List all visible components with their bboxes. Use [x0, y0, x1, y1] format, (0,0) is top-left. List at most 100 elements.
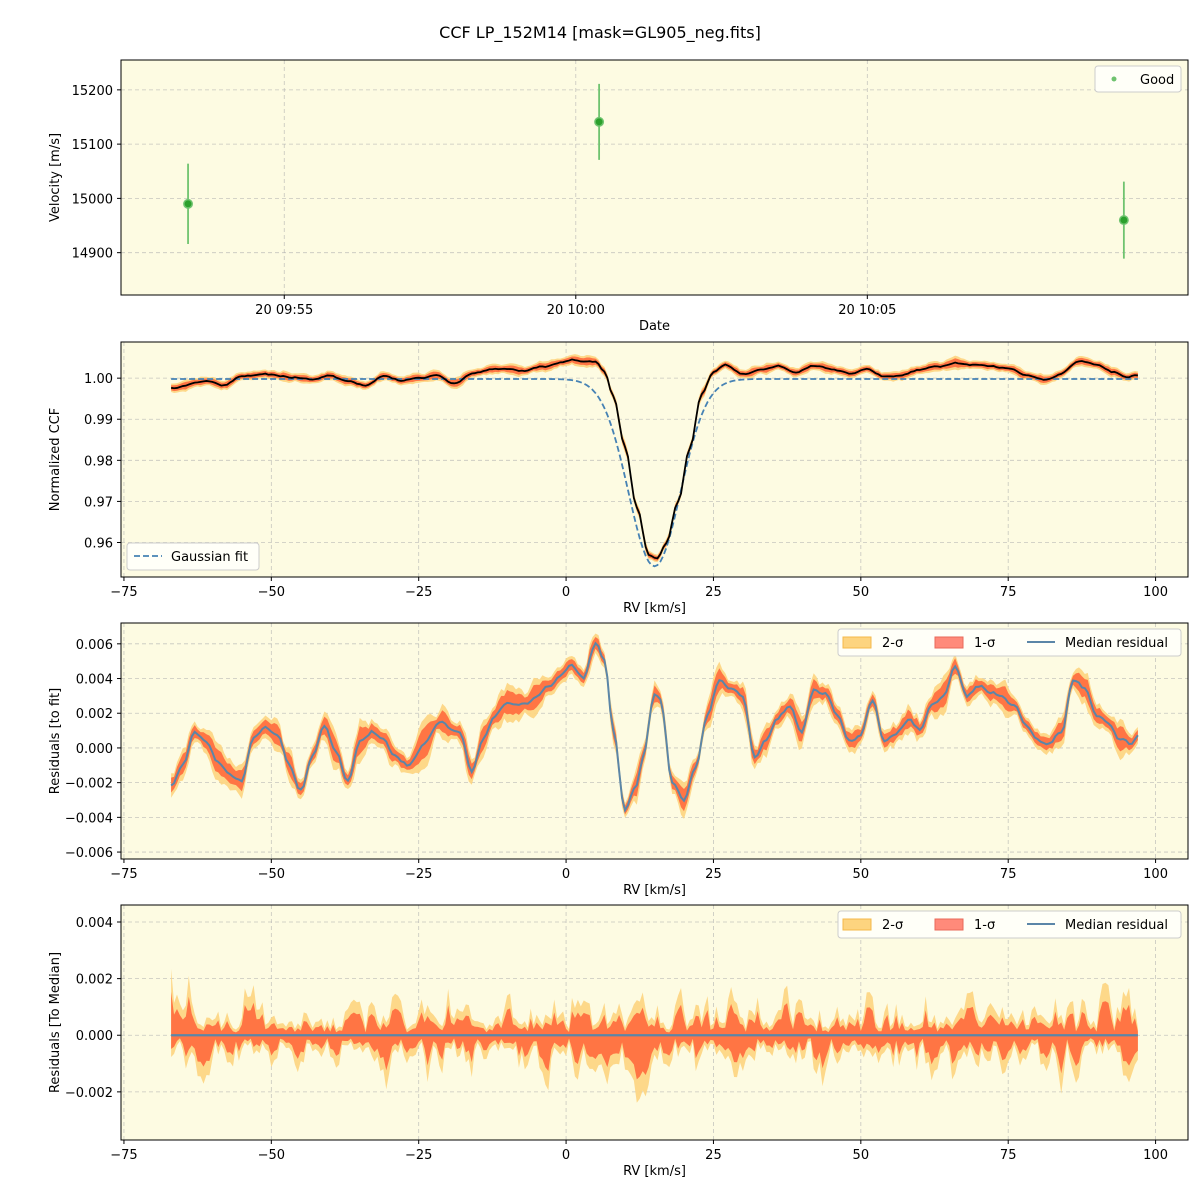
- ccf-xlabel: RV [km/s]: [623, 601, 686, 616]
- panel-ccf: −75 −50 −25 0 25 50 75 100 0.96 0.97 0.98 0.99 1.00 R…: [48, 341, 1189, 616]
- legend-swatch-2sigma: [842, 636, 872, 649]
- residuals_fit-xtick-label: −50: [258, 867, 285, 882]
- legend-label-1sigma: 1-σ: [974, 636, 995, 651]
- residuals_median-ytick-label: 0.004: [76, 916, 113, 931]
- velocity-data-layer: [183, 83, 1129, 259]
- velocity-point: [1118, 215, 1129, 226]
- legend-label-1sigma: 1-σ: [974, 918, 995, 933]
- ccf-xtick-label: −50: [258, 585, 285, 600]
- ccf-frame: [120, 341, 1189, 578]
- residuals_median-xtick-label: 100: [1143, 1148, 1168, 1163]
- residuals_fit-xlabel: RV [km/s]: [623, 883, 686, 898]
- velocity-point: [183, 198, 194, 209]
- velocity-xtick-label: 20 10:05: [838, 303, 896, 318]
- ccf-xtick-label: 100: [1143, 585, 1168, 600]
- legend-box: [1094, 65, 1182, 93]
- legend-swatch-1sigma: [934, 918, 964, 931]
- ccf-ytick-label: 0.99: [84, 413, 113, 428]
- residuals_fit-ytick-label: −0.004: [65, 811, 113, 826]
- ccf-xtick-label: −25: [405, 585, 432, 600]
- velocity-ytick-label: 15200: [72, 84, 113, 99]
- residuals_median-xlabel: RV [km/s]: [623, 1164, 686, 1179]
- residuals_fit-ytick-label: 0.006: [76, 638, 113, 653]
- residuals_median-xtick-label: −25: [405, 1148, 432, 1163]
- figure-title: CCF LP_152M14 [mask=GL905_neg.fits]: [439, 23, 761, 43]
- residuals_fit-xtick-label: 25: [705, 867, 722, 882]
- ccf-ylabel: Normalized CCF: [48, 408, 63, 512]
- velocity-point: [594, 116, 605, 127]
- legend-label-median: Median residual: [1065, 918, 1168, 933]
- ccf-xtick-label: 0: [562, 585, 570, 600]
- velocity-legend: Good: [1094, 65, 1182, 93]
- residuals_fit-ylabel: Residuals [to fit]: [48, 688, 63, 794]
- velocity-xtick-label: 20 10:00: [547, 303, 605, 318]
- ccf-xtick-label: 25: [705, 585, 722, 600]
- residuals_fit-xtick-label: 50: [853, 867, 870, 882]
- residuals_median-ytick-label: 0.000: [76, 1029, 113, 1044]
- residuals_median-data-layer: [171, 968, 1138, 1103]
- legend-label-2sigma: 2-σ: [882, 918, 903, 933]
- residuals_median-xtick-label: −75: [110, 1148, 137, 1163]
- panel-residuals_median: −75 −50 −25 0 25 50 75 100 −0.002 0.000 0.002 0.004…: [48, 904, 1189, 1179]
- panel-residuals_fit: −75 −50 −25 0 25 50 75 100 −0.006 −0.004 −0.002 0.0…: [48, 622, 1189, 898]
- residuals_fit-xtick-label: 100: [1143, 867, 1168, 882]
- velocity-ytick-label: 14900: [72, 247, 113, 262]
- ccf-xtick-label: 50: [853, 585, 870, 600]
- panel-velocity: 20 09:55 20 10:00 20 10:05 14900 15000 15100 1…: [48, 59, 1189, 334]
- ccf-line: [170, 358, 1138, 560]
- residuals_median-xtick-label: 75: [1000, 1148, 1017, 1163]
- ccf-xtick-label: −75: [110, 585, 137, 600]
- residuals_fit-data-layer: [170, 633, 1139, 819]
- ccf-xtick-label: 75: [1000, 585, 1017, 600]
- residuals_fit-ytick-label: 0.000: [76, 742, 113, 757]
- residual-legend: 2-σ 1-σ Median residual: [837, 628, 1182, 657]
- residuals_median-xtick-label: 50: [853, 1148, 870, 1163]
- velocity-ytick-label: 15000: [72, 192, 113, 207]
- resfit-band-2sigma: [171, 633, 1138, 819]
- residuals_fit-xtick-label: 0: [562, 867, 570, 882]
- residuals_median-ylabel: Residuals [To Median]: [48, 952, 63, 1093]
- resmed-frame: [120, 904, 1189, 1141]
- ccf-ytick-label: 0.98: [84, 454, 113, 469]
- legend-label-gauss: Gaussian fit: [171, 550, 248, 565]
- legend-box: [837, 910, 1182, 939]
- legend-label-good: Good: [1140, 73, 1174, 88]
- ccf-ytick-label: 0.96: [84, 536, 113, 551]
- residuals_median-xtick-label: 0: [562, 1148, 570, 1163]
- legend-label-2sigma: 2-σ: [882, 636, 903, 651]
- ccf-ytick-label: 0.97: [84, 495, 113, 510]
- residuals_fit-xtick-label: −75: [110, 867, 137, 882]
- legend-box: [837, 628, 1182, 657]
- resfit-frame: [120, 622, 1189, 860]
- resfit-median-line: [170, 641, 1139, 814]
- velocity-ylabel: Velocity [m/s]: [48, 133, 63, 222]
- ccf-band-1sigma: [171, 356, 1138, 561]
- ccf-ytick-label: 1.00: [84, 372, 113, 387]
- legend-swatch-1sigma: [934, 636, 964, 649]
- velocity-xtick-label: 20 09:55: [255, 303, 313, 318]
- velocity-plot-area: [121, 60, 1188, 295]
- residuals_median-ytick-label: −0.002: [65, 1086, 113, 1101]
- residuals_fit-ytick-label: 0.004: [76, 673, 113, 688]
- residuals_fit-xtick-label: 75: [1000, 867, 1017, 882]
- legend-box: [126, 542, 260, 571]
- residuals_median-ytick-label: 0.002: [76, 973, 113, 988]
- velocity-frame: [120, 59, 1189, 296]
- legend-label-median: Median residual: [1065, 636, 1168, 651]
- residuals_median-xtick-label: 25: [705, 1148, 722, 1163]
- residual-legend: 2-σ 1-σ Median residual: [837, 910, 1182, 939]
- residuals_fit-ytick-label: 0.002: [76, 707, 113, 722]
- residuals_fit-ytick-label: −0.002: [65, 777, 113, 792]
- ccf-legend: Gaussian fit: [126, 542, 260, 571]
- velocity-ytick-label: 15100: [72, 138, 113, 153]
- ccf-data-layer: [170, 354, 1138, 568]
- residuals_fit-xtick-label: −25: [405, 867, 432, 882]
- legend-marker-good: [1111, 76, 1117, 82]
- velocity-xlabel: Date: [639, 319, 670, 334]
- gaussian-fit-line: [171, 378, 1138, 568]
- residuals_median-xtick-label: −50: [258, 1148, 285, 1163]
- legend-swatch-2sigma: [842, 918, 872, 931]
- residuals_fit-ytick-label: −0.006: [65, 846, 113, 861]
- residuals_fit-plot-area: [121, 623, 1188, 859]
